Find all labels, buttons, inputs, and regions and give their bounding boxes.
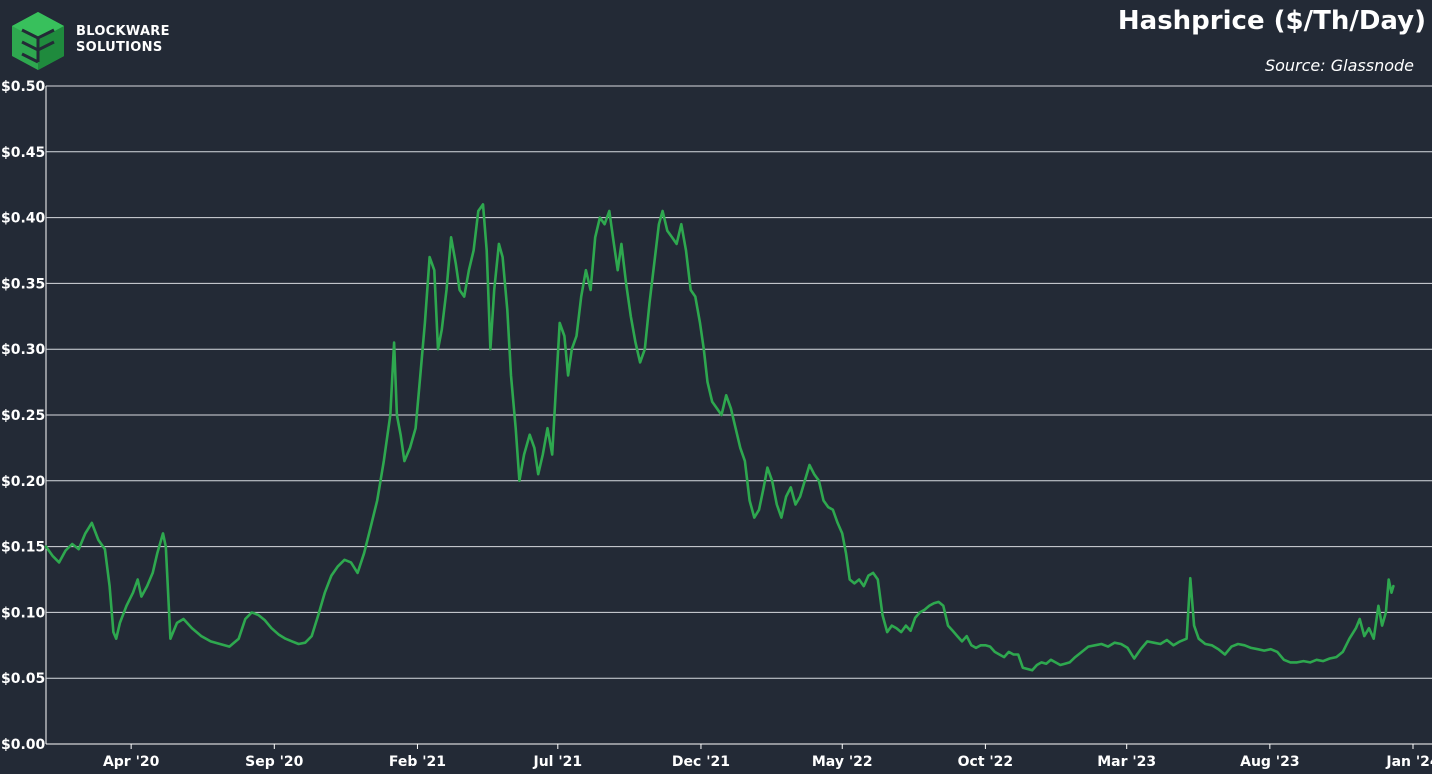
brand-name: BLOCKWARE SOLUTIONS	[76, 24, 170, 56]
y-tick-label: $0.20	[1, 474, 46, 490]
brand-logo: BLOCKWARE SOLUTIONS	[8, 10, 170, 72]
plot-area	[44, 203, 1395, 672]
y-tick-label: $0.35	[1, 276, 45, 292]
y-tick-label: $0.05	[1, 671, 45, 687]
x-tick-label: May '22	[812, 754, 873, 770]
hashprice-series-line	[44, 203, 1395, 672]
y-tick-label: $0.25	[1, 408, 45, 424]
brand-line-2: SOLUTIONS	[76, 40, 163, 55]
chart-title: Hashprice ($/Th/Day)	[1117, 6, 1426, 36]
chart-source: Source: Glassnode	[1264, 56, 1414, 75]
y-tick-label: $0.30	[1, 342, 46, 358]
x-tick-label: Mar '23	[1097, 754, 1156, 770]
grid-lines	[45, 85, 1432, 745]
x-tick-label: Oct '22	[958, 754, 1014, 770]
x-tick-label: Jul '21	[532, 754, 582, 770]
y-axis: $0.00 $0.05 $0.10 $0.15 $0.20 $0.25 $0.30 $0.35…	[1, 79, 46, 753]
y-tick-label: $0.40	[1, 211, 46, 227]
y-tick-label: $0.45	[1, 145, 45, 161]
x-tick-label: Dec '21	[672, 754, 730, 770]
y-tick-label: $0.10	[1, 605, 46, 621]
y-tick-label: $0.50	[1, 79, 46, 95]
x-axis: Apr '20 Sep '20 Feb '21 Jul '21 Dec '21 May '…	[103, 744, 1432, 770]
y-tick-label: $0.15	[1, 540, 45, 556]
x-tick-label: Jan '24	[1385, 754, 1432, 770]
blockware-cube-logo-icon	[12, 12, 64, 70]
x-tick-label: Feb '21	[389, 754, 446, 770]
brand-line-1: BLOCKWARE	[76, 24, 170, 39]
x-tick-label: Apr '20	[103, 754, 160, 770]
y-tick-label: $0.00	[1, 737, 46, 753]
x-tick-label: Sep '20	[245, 754, 304, 770]
x-tick-label: Aug '23	[1240, 754, 1299, 770]
